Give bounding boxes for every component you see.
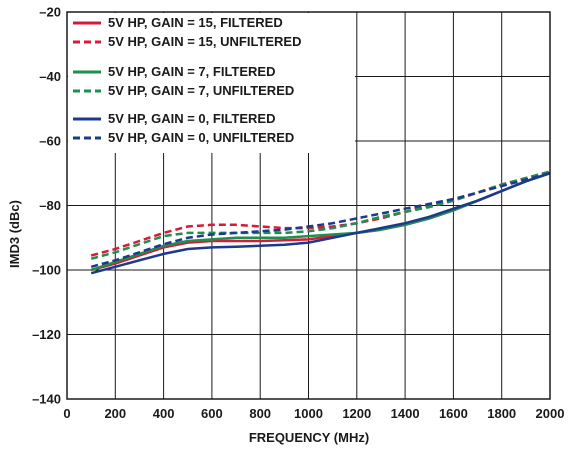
- y-tick-label: –140: [32, 392, 61, 407]
- y-tick-label: –20: [39, 5, 61, 20]
- y-tick-label: –100: [32, 263, 61, 278]
- x-axis-label: FREQUENCY (MHz): [249, 430, 369, 445]
- legend-label: 5V HP, GAIN = 15, UNFILTERED: [108, 34, 301, 49]
- x-tick-labels: 0 200 400 600 800 1000 1200 1400 1600 1800 2000: [63, 406, 564, 421]
- x-tick-label: 600: [201, 406, 223, 421]
- series-line: [90, 171, 551, 269]
- plot-frame: [66, 11, 551, 400]
- x-tick-label: 800: [249, 406, 271, 421]
- x-tick-label: 1400: [391, 406, 420, 421]
- y-tick-label: –120: [32, 327, 61, 342]
- series-lines: [90, 170, 551, 275]
- legend: 5V HP, GAIN = 15, FILTERED 5V HP, GAIN = …: [73, 15, 301, 145]
- x-tick-label: 0: [63, 406, 70, 421]
- legend-background: [68, 13, 355, 153]
- legend-label: 5V HP, GAIN = 7, FILTERED: [108, 64, 275, 79]
- y-tick-label: –60: [39, 134, 61, 149]
- x-tick-label: 1200: [342, 406, 371, 421]
- legend-label: 5V HP, GAIN = 15, FILTERED: [108, 15, 283, 30]
- y-tick-labels: –20 –40 –60 –80 –100 –120 –140: [32, 5, 61, 407]
- x-tick-label: 1000: [294, 406, 323, 421]
- x-tick-label: 400: [153, 406, 175, 421]
- legend-label: 5V HP, GAIN = 7, UNFILTERED: [108, 83, 294, 98]
- y-axis-label: IMD3 (dBc): [7, 200, 22, 268]
- x-tick-label: 2000: [536, 406, 565, 421]
- y-tick-label: –40: [39, 69, 61, 84]
- x-tick-label: 1800: [487, 406, 516, 421]
- x-tick-label: 1600: [439, 406, 468, 421]
- series-line: [90, 172, 551, 275]
- y-tick-label: –80: [39, 198, 61, 213]
- x-tick-label: 200: [104, 406, 126, 421]
- series-line: [90, 170, 551, 257]
- legend-label: 5V HP, GAIN = 0, UNFILTERED: [108, 130, 294, 145]
- legend-label: 5V HP, GAIN = 0, FILTERED: [108, 111, 275, 126]
